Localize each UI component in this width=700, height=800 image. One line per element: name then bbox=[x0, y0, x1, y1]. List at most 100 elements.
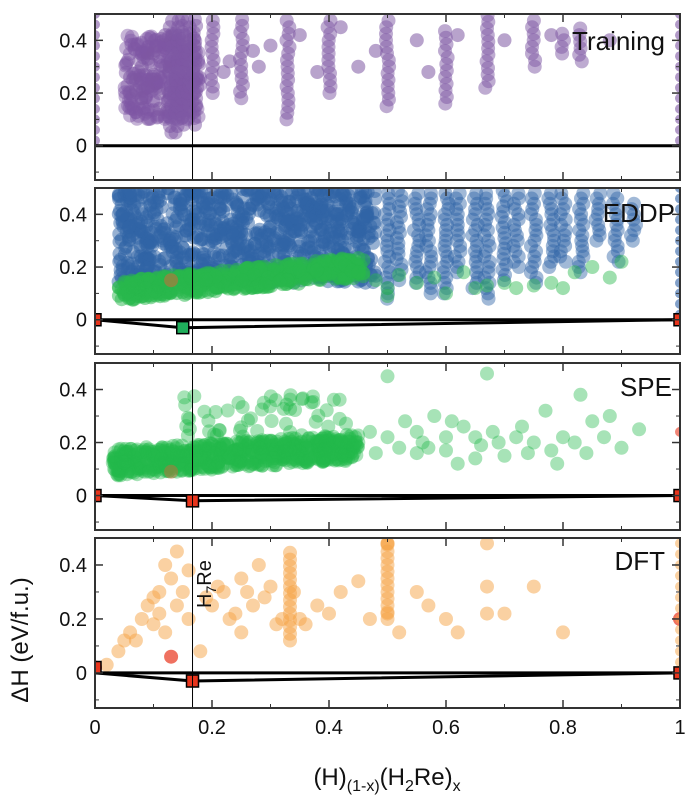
spe-point bbox=[338, 451, 353, 466]
spe-point bbox=[197, 404, 212, 419]
spe-point bbox=[344, 450, 359, 465]
spe-point bbox=[544, 443, 559, 458]
spe-point bbox=[322, 441, 337, 456]
spe-point bbox=[341, 438, 356, 453]
spe-point bbox=[237, 444, 252, 459]
eddp-blue-point bbox=[151, 190, 166, 205]
eddp-blue-point bbox=[497, 215, 512, 230]
spe-point bbox=[178, 449, 193, 464]
spe-point bbox=[127, 453, 142, 468]
training-point bbox=[480, 14, 495, 23]
eddp-green-point bbox=[292, 262, 307, 277]
dft-point bbox=[480, 606, 494, 621]
eddp-blue-point bbox=[529, 270, 544, 285]
spe-point bbox=[292, 444, 307, 459]
eddp-blue-point bbox=[419, 239, 434, 253]
eddp-blue-point bbox=[529, 244, 543, 259]
eddp-blue-point bbox=[606, 188, 621, 201]
eddp-blue-point bbox=[393, 204, 408, 219]
spe-point bbox=[208, 405, 223, 419]
spe-point bbox=[298, 454, 313, 469]
spe-point bbox=[253, 457, 268, 472]
training-point bbox=[130, 111, 144, 126]
eddp-blue-point bbox=[140, 239, 155, 254]
eddp-blue-point bbox=[452, 196, 467, 211]
dft-point bbox=[257, 590, 272, 605]
eddp-blue-point bbox=[546, 212, 561, 227]
eddp-blue-point bbox=[506, 254, 521, 269]
spe-point bbox=[215, 442, 230, 456]
eddp-blue-point bbox=[525, 202, 540, 217]
eddp-blue-point bbox=[610, 244, 625, 259]
spe-point bbox=[121, 458, 136, 473]
eddp-blue-point bbox=[422, 212, 436, 227]
dft-point bbox=[298, 617, 313, 632]
spe-point bbox=[119, 444, 134, 459]
spe-point bbox=[166, 452, 181, 467]
spe-point bbox=[217, 450, 232, 465]
spe-point bbox=[331, 438, 346, 453]
eddp-blue-point bbox=[441, 202, 456, 217]
training-point bbox=[124, 101, 139, 116]
eddp-blue-point bbox=[527, 196, 541, 211]
spe-point bbox=[320, 430, 335, 445]
spe-point bbox=[233, 449, 248, 464]
spe-point bbox=[325, 452, 340, 467]
eddp-blue-point bbox=[495, 220, 510, 235]
spe-point bbox=[180, 445, 195, 460]
spe-point bbox=[217, 446, 231, 461]
y-tick-label: 0.2 bbox=[59, 433, 87, 455]
eddp-blue-point bbox=[497, 225, 512, 240]
spe-point bbox=[184, 442, 199, 457]
spe-point bbox=[129, 457, 144, 472]
spe-point bbox=[140, 446, 155, 460]
spe-point bbox=[341, 444, 356, 459]
spe-point bbox=[329, 452, 343, 467]
spe-point bbox=[174, 463, 189, 478]
eddp-green-point bbox=[427, 270, 442, 285]
eddp-blue-point bbox=[242, 201, 257, 216]
spe-point bbox=[183, 461, 198, 476]
spe-point bbox=[279, 397, 294, 412]
eddp-blue-point bbox=[469, 239, 484, 253]
spe-point bbox=[256, 435, 271, 450]
eddp-blue-point bbox=[468, 202, 483, 217]
eddp-blue-point bbox=[481, 260, 496, 274]
spe-point bbox=[114, 452, 129, 467]
spe-point bbox=[114, 462, 129, 477]
eddp-blue-point bbox=[380, 286, 395, 301]
eddp-blue-point bbox=[675, 267, 680, 278]
spe-point bbox=[256, 446, 270, 461]
spe-point bbox=[270, 447, 285, 462]
spe-point bbox=[117, 455, 132, 470]
spe-point bbox=[184, 461, 199, 476]
spe-point bbox=[273, 440, 288, 455]
eddp-blue-point bbox=[554, 191, 569, 206]
spe-point bbox=[201, 458, 216, 473]
eddp-blue-point bbox=[411, 239, 426, 253]
spe-point bbox=[175, 450, 190, 465]
dft-point bbox=[450, 625, 465, 640]
spe-point bbox=[202, 441, 217, 456]
spe-point bbox=[146, 462, 161, 477]
eddp-blue-point bbox=[408, 191, 423, 206]
spe-point bbox=[195, 460, 210, 474]
spe-point bbox=[201, 448, 216, 463]
spe-point bbox=[288, 403, 302, 417]
spe-point bbox=[241, 453, 256, 468]
spe-point bbox=[315, 431, 330, 446]
spe-point bbox=[160, 446, 175, 461]
y-tick-label: 0.2 bbox=[59, 83, 87, 105]
eddp-blue-point bbox=[527, 254, 542, 269]
spe-point bbox=[194, 462, 208, 476]
eddp-blue-point bbox=[291, 239, 306, 254]
eddp-blue-point bbox=[675, 214, 680, 225]
spe-point bbox=[146, 456, 161, 471]
spe-point bbox=[319, 439, 334, 454]
spe-point bbox=[270, 448, 285, 462]
spe-point bbox=[242, 434, 257, 449]
spe-point bbox=[336, 448, 351, 463]
spe-point bbox=[184, 455, 199, 470]
spe-point bbox=[157, 451, 172, 466]
spe-point bbox=[194, 439, 209, 454]
